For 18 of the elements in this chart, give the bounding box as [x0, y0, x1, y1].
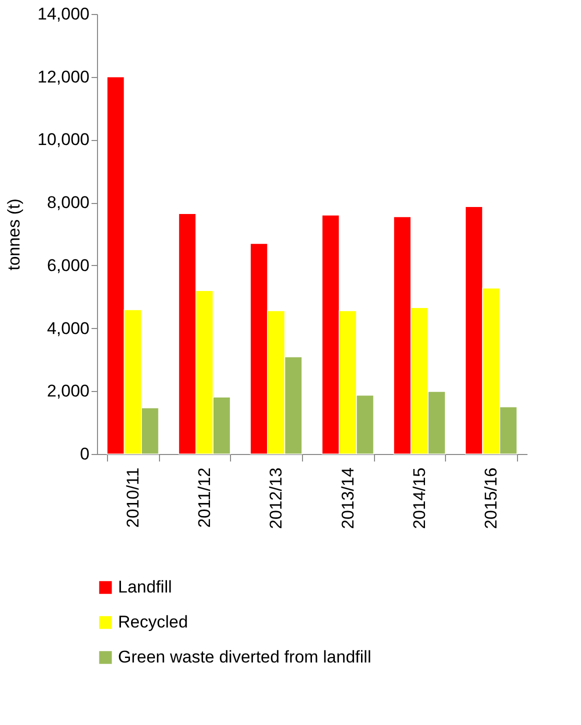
legend-label: Landfill: [118, 578, 172, 596]
y-tick-label: 4,000: [46, 318, 90, 338]
x-tick-label: 2010/11: [123, 468, 142, 528]
x-tick-label: 2013/14: [338, 468, 358, 529]
y-tick-label: 12,000: [38, 67, 90, 86]
y-axis-title: tonnes (t): [4, 198, 24, 270]
y-tick-label: 14,000: [38, 4, 90, 24]
y-tick-label: 0: [80, 444, 90, 464]
y-tick-label: 8,000: [46, 193, 90, 212]
x-tick-label: 2011/12: [195, 468, 214, 528]
y-tick-label: 10,000: [38, 130, 90, 150]
x-tick-label: 2015/16: [482, 468, 501, 529]
legend-label: Green waste diverted from landfill: [118, 648, 372, 666]
y-tick-label: 6,000: [46, 256, 90, 275]
x-tick-label: 2012/13: [266, 468, 286, 529]
x-tick-label: 2014/15: [410, 468, 429, 529]
legend-label: Recycled: [118, 612, 188, 632]
y-tick-label: 2,000: [46, 382, 90, 401]
